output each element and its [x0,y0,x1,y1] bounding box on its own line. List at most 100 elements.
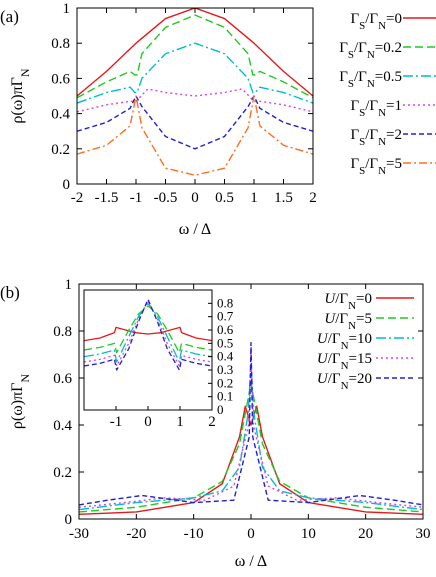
series-line-1 [77,14,313,99]
inset-y-tick-label: 0.7 [217,309,234,324]
panel-label: (b) [0,283,20,302]
x-tick-label: 0 [247,526,255,542]
legend-text: /Γ [354,69,367,85]
inset-y-tick-label: 0.2 [217,375,233,390]
y-tick-label: 0.4 [53,418,72,434]
panel-a: -2 -1.5 -1 -0.5 0 0.5 1 1.5 2 0 0.2 0.4 0.6 0.8 1 (a) ρ(… [0,1,436,238]
series-line-2 [77,42,313,104]
y-tick-label: 0.4 [51,107,70,123]
y-tick-label: 1 [63,1,71,17]
legend-text: =5 [356,311,372,327]
legend-subscript: N [348,300,356,312]
series-line-3 [84,300,212,367]
legend-label-1: U/ΓN=5 [324,311,372,332]
x-tick-label: -10 [184,526,204,542]
inset-x-tick-label: 1 [176,414,184,430]
x-tick-label: 1.5 [274,190,293,206]
legend-label-2: U/ΓN=10 [317,331,372,352]
y-axis-label-subscript: N [18,68,32,77]
inset-y-tick-label: 0.4 [217,349,234,364]
y-tick-label: 0 [63,177,71,193]
legend-label-4: U/ΓN=20 [317,371,372,392]
inset-x-tick-label: 0 [144,414,152,430]
y-tick-label: 0 [65,512,73,528]
legend-subscript: N [367,49,375,61]
legend-text: U [317,331,329,347]
legend-label-1: ΓS/ΓN=0.2 [339,40,402,61]
legend-text: =5 [386,156,402,172]
legend-subscript: N [378,136,386,148]
y-axis-label-subscript: N [18,374,32,383]
legend-subscript: S [359,20,365,32]
series-group [77,8,313,176]
legend-text: =1 [386,98,402,114]
panel-label: (a) [0,7,19,26]
legend-text: =0.5 [375,69,402,85]
series-line-0 [77,8,313,97]
series-line-3 [77,88,313,113]
legend-subscript: S [359,107,365,119]
inset-series-group [84,298,212,371]
legend-subscript: N [341,340,349,352]
inset-y-tick-label: 0.1 [217,389,233,404]
series-line-4 [77,95,313,150]
series-line-5 [77,95,313,176]
series-line-0 [79,405,423,515]
legend-text: U [317,351,329,367]
x-tick-label: -30 [69,526,89,542]
y-axis-label: ρ(ω)πΓN [9,374,32,430]
x-tick-label: 1 [250,190,258,206]
y-tick-label: 0.8 [51,36,70,52]
y-tick-label: 0.8 [53,324,72,340]
legend-text: /Γ [365,11,378,27]
inset-plot: -1 0 1 200.10.20.30.40.50.60.70.8 [83,289,234,430]
inset-background [84,290,212,410]
x-tick-label: -20 [126,526,146,542]
y-tick-label: 0.6 [53,371,72,387]
series-line-3 [79,351,423,508]
legend-text: =0 [356,291,372,307]
y-tick-label: 0.6 [51,71,70,87]
inset-y-tick-label: 0.3 [217,362,233,377]
series-line-0 [84,326,212,342]
x-tick-label: -1 [130,190,143,206]
series-line-4 [79,342,423,506]
legend-text: =20 [349,371,372,387]
panel-b: -30 -20 -10 0 10 20 3000.20.40.60.81(b)ρ(ω)πΓN… [0,277,431,570]
legend-label-3: ΓS/ΓN=1 [350,98,402,119]
inset-x-tick-label: 2 [208,414,216,430]
y-tick-label: 0.2 [53,465,72,481]
legend-label-3: U/ΓN=15 [317,351,372,372]
x-axis-label: ω / Δ [179,221,211,238]
legend-text: /Γ [365,98,378,114]
x-tick-label: -1.5 [95,190,119,206]
inset-y-tick-label: 0 [217,402,224,417]
series-group [79,342,423,515]
legend-subscript: N [367,78,375,90]
x-tick-label: 0 [191,190,199,206]
x-tick-label: 0.5 [215,190,234,206]
x-tick-label: 2 [309,190,317,206]
legend-subscript: S [348,49,354,61]
legend-subscript: N [348,320,356,332]
legend-text: =10 [349,331,372,347]
inset-x-tick-label: -1 [110,414,123,430]
legend-label-5: ΓS/ΓN=5 [350,156,402,177]
legend-text: =0 [386,11,402,27]
legend-text: /Γ [365,156,378,172]
legend-text: U [317,371,329,387]
legend-subscript: S [359,165,365,177]
x-tick-label: 10 [301,526,316,542]
legend-text: /Γ [365,127,378,143]
legend-text: =0.2 [375,40,402,56]
series-line-4 [84,298,212,371]
legend-label-0: U/ΓN=0 [324,291,372,312]
inset-y-tick-label: 0.8 [217,295,233,310]
legend-label-2: ΓS/ΓN=0.5 [339,69,402,90]
series-line-2 [84,302,212,363]
y-axis-label: ρ(ω)πΓN [9,68,32,124]
x-tick-label: 20 [358,526,373,542]
x-tick-label: -2 [71,190,84,206]
x-tick-label: 30 [416,526,431,542]
